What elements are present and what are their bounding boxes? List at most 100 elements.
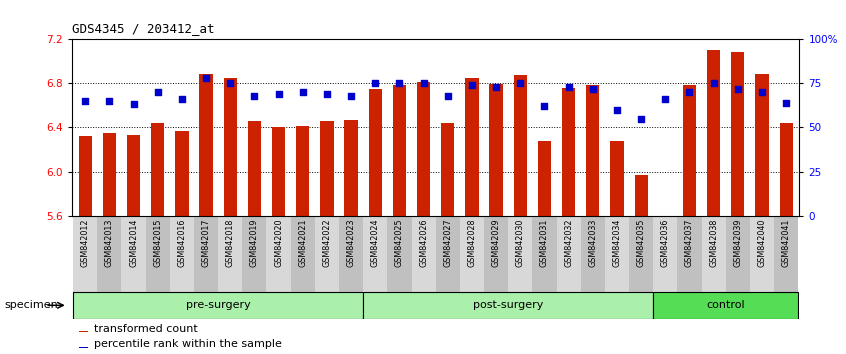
Bar [683,85,696,216]
Text: transformed count: transformed count [94,324,197,333]
Point [175,96,189,102]
Bar [750,216,774,292]
Point [369,80,382,86]
Bar [465,78,479,216]
Bar [339,216,363,292]
Text: GSM842038: GSM842038 [709,218,718,267]
Text: GSM842013: GSM842013 [105,218,114,267]
Bar [127,135,140,216]
Bar [490,84,503,216]
Bar [146,216,170,292]
Text: GSM842017: GSM842017 [201,218,211,267]
Point [755,89,769,95]
Bar [610,141,624,216]
Point [102,98,116,104]
Bar [151,123,164,216]
Text: post-surgery: post-surgery [473,300,543,310]
Text: GSM842027: GSM842027 [443,218,453,267]
Text: GSM842031: GSM842031 [540,218,549,267]
Point [296,89,310,95]
Bar [586,85,600,216]
Point [538,103,552,109]
Bar [731,52,744,216]
Point [200,75,213,81]
Bar [532,216,557,292]
Text: GSM842040: GSM842040 [757,218,766,267]
Point [248,93,261,98]
Bar [369,89,382,216]
Text: GSM842023: GSM842023 [347,218,355,267]
Point [586,86,600,91]
Point [320,91,333,97]
Point [658,96,672,102]
Text: GSM842014: GSM842014 [129,218,138,267]
Bar [755,74,769,216]
Text: percentile rank within the sample: percentile rank within the sample [94,339,282,349]
Text: GSM842029: GSM842029 [492,218,501,267]
Text: GSM842012: GSM842012 [80,218,90,267]
Point [441,93,454,98]
Text: GSM842036: GSM842036 [661,218,670,267]
Bar [79,136,92,216]
Bar [634,175,648,216]
Text: control: control [706,300,745,310]
Bar [97,216,122,292]
Point [344,93,358,98]
Text: GSM842022: GSM842022 [322,218,332,267]
Bar [779,123,793,216]
Bar [73,292,363,319]
Bar [411,216,436,292]
Text: GSM842024: GSM842024 [371,218,380,267]
Bar [242,216,266,292]
Bar [701,216,726,292]
Point [707,80,721,86]
Bar [605,216,629,292]
Bar [175,131,189,216]
Text: GSM842037: GSM842037 [685,218,694,267]
Text: GSM842039: GSM842039 [733,218,742,267]
Bar [707,50,720,216]
Point [731,86,744,91]
Bar [80,331,88,332]
Text: GSM842015: GSM842015 [153,218,162,267]
Bar [218,216,242,292]
Point [683,89,696,95]
Text: GSM842028: GSM842028 [468,218,476,267]
Text: GSM842025: GSM842025 [395,218,404,267]
Text: GSM842026: GSM842026 [419,218,428,267]
Text: GSM842030: GSM842030 [516,218,525,267]
Bar [436,216,460,292]
Point [223,80,237,86]
Bar [774,216,799,292]
Bar [417,82,431,216]
Point [151,89,164,95]
Point [779,100,793,105]
Text: GSM842020: GSM842020 [274,218,283,267]
Bar [344,120,358,216]
Bar [194,216,218,292]
Bar [248,121,261,216]
Text: GSM842035: GSM842035 [637,218,645,267]
Bar [363,292,653,319]
Point [79,98,92,104]
Point [272,91,285,97]
Bar [726,216,750,292]
Bar [460,216,484,292]
Text: GSM842021: GSM842021 [299,218,307,267]
Bar [80,347,88,348]
Point [634,116,648,121]
Text: GSM842041: GSM842041 [782,218,791,267]
Bar [441,123,454,216]
Bar [102,133,116,216]
Point [465,82,479,88]
Bar [272,127,285,216]
Point [562,84,575,90]
Text: GSM842019: GSM842019 [250,218,259,267]
Text: GSM842033: GSM842033 [588,218,597,267]
Bar [514,75,527,216]
Bar [170,216,194,292]
Bar [223,78,237,216]
Bar [508,216,532,292]
Bar [484,216,508,292]
Bar [538,141,551,216]
